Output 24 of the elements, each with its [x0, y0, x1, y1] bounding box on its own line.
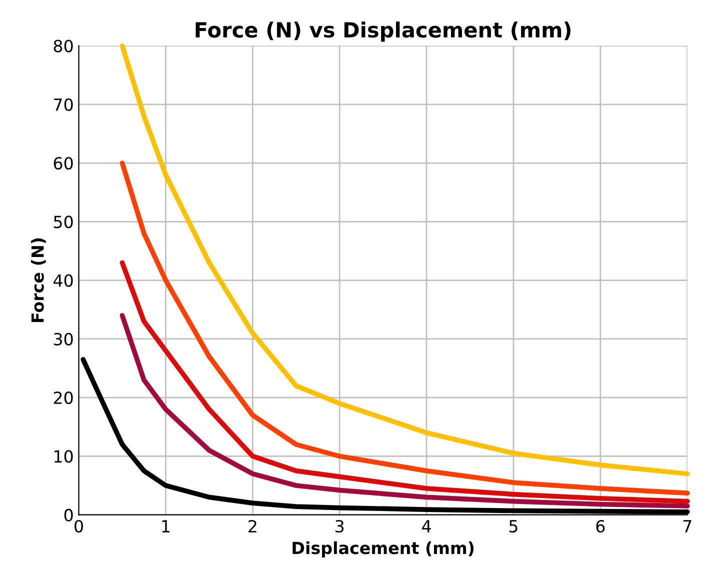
y-tick-label: 30	[54, 332, 73, 346]
x-tick-label: 6	[596, 520, 605, 533]
x-tick-label: 4	[422, 520, 431, 532]
y-tick-label: 50	[54, 216, 73, 228]
y-tick-label: 80	[54, 40, 73, 52]
x-tick-label: 5	[509, 520, 518, 533]
y-tick-label: 20	[54, 392, 73, 404]
y-axis-title: Force (N)	[31, 238, 46, 322]
x-tick-label: 0	[74, 520, 83, 533]
y-tick-label: 60	[54, 156, 73, 170]
x-tick-label: 7	[683, 520, 692, 532]
x-tick-label: 2	[248, 520, 256, 532]
chart-title: Force (N) vs Displacement (mm)	[196, 22, 570, 42]
x-tick-label: 3	[336, 520, 344, 533]
y-tick-label: 40	[54, 274, 73, 287]
x-tick-label: 1	[162, 520, 170, 532]
line-series	[120, 313, 690, 508]
y-tick-label: 0	[64, 508, 73, 522]
line-series	[120, 160, 690, 496]
y-tick-label: 10	[54, 450, 73, 463]
x-axis-title: Displacement (mm)	[292, 541, 474, 558]
y-tick-label: 70	[54, 98, 73, 111]
line-series	[120, 260, 690, 504]
line-series	[120, 43, 690, 476]
